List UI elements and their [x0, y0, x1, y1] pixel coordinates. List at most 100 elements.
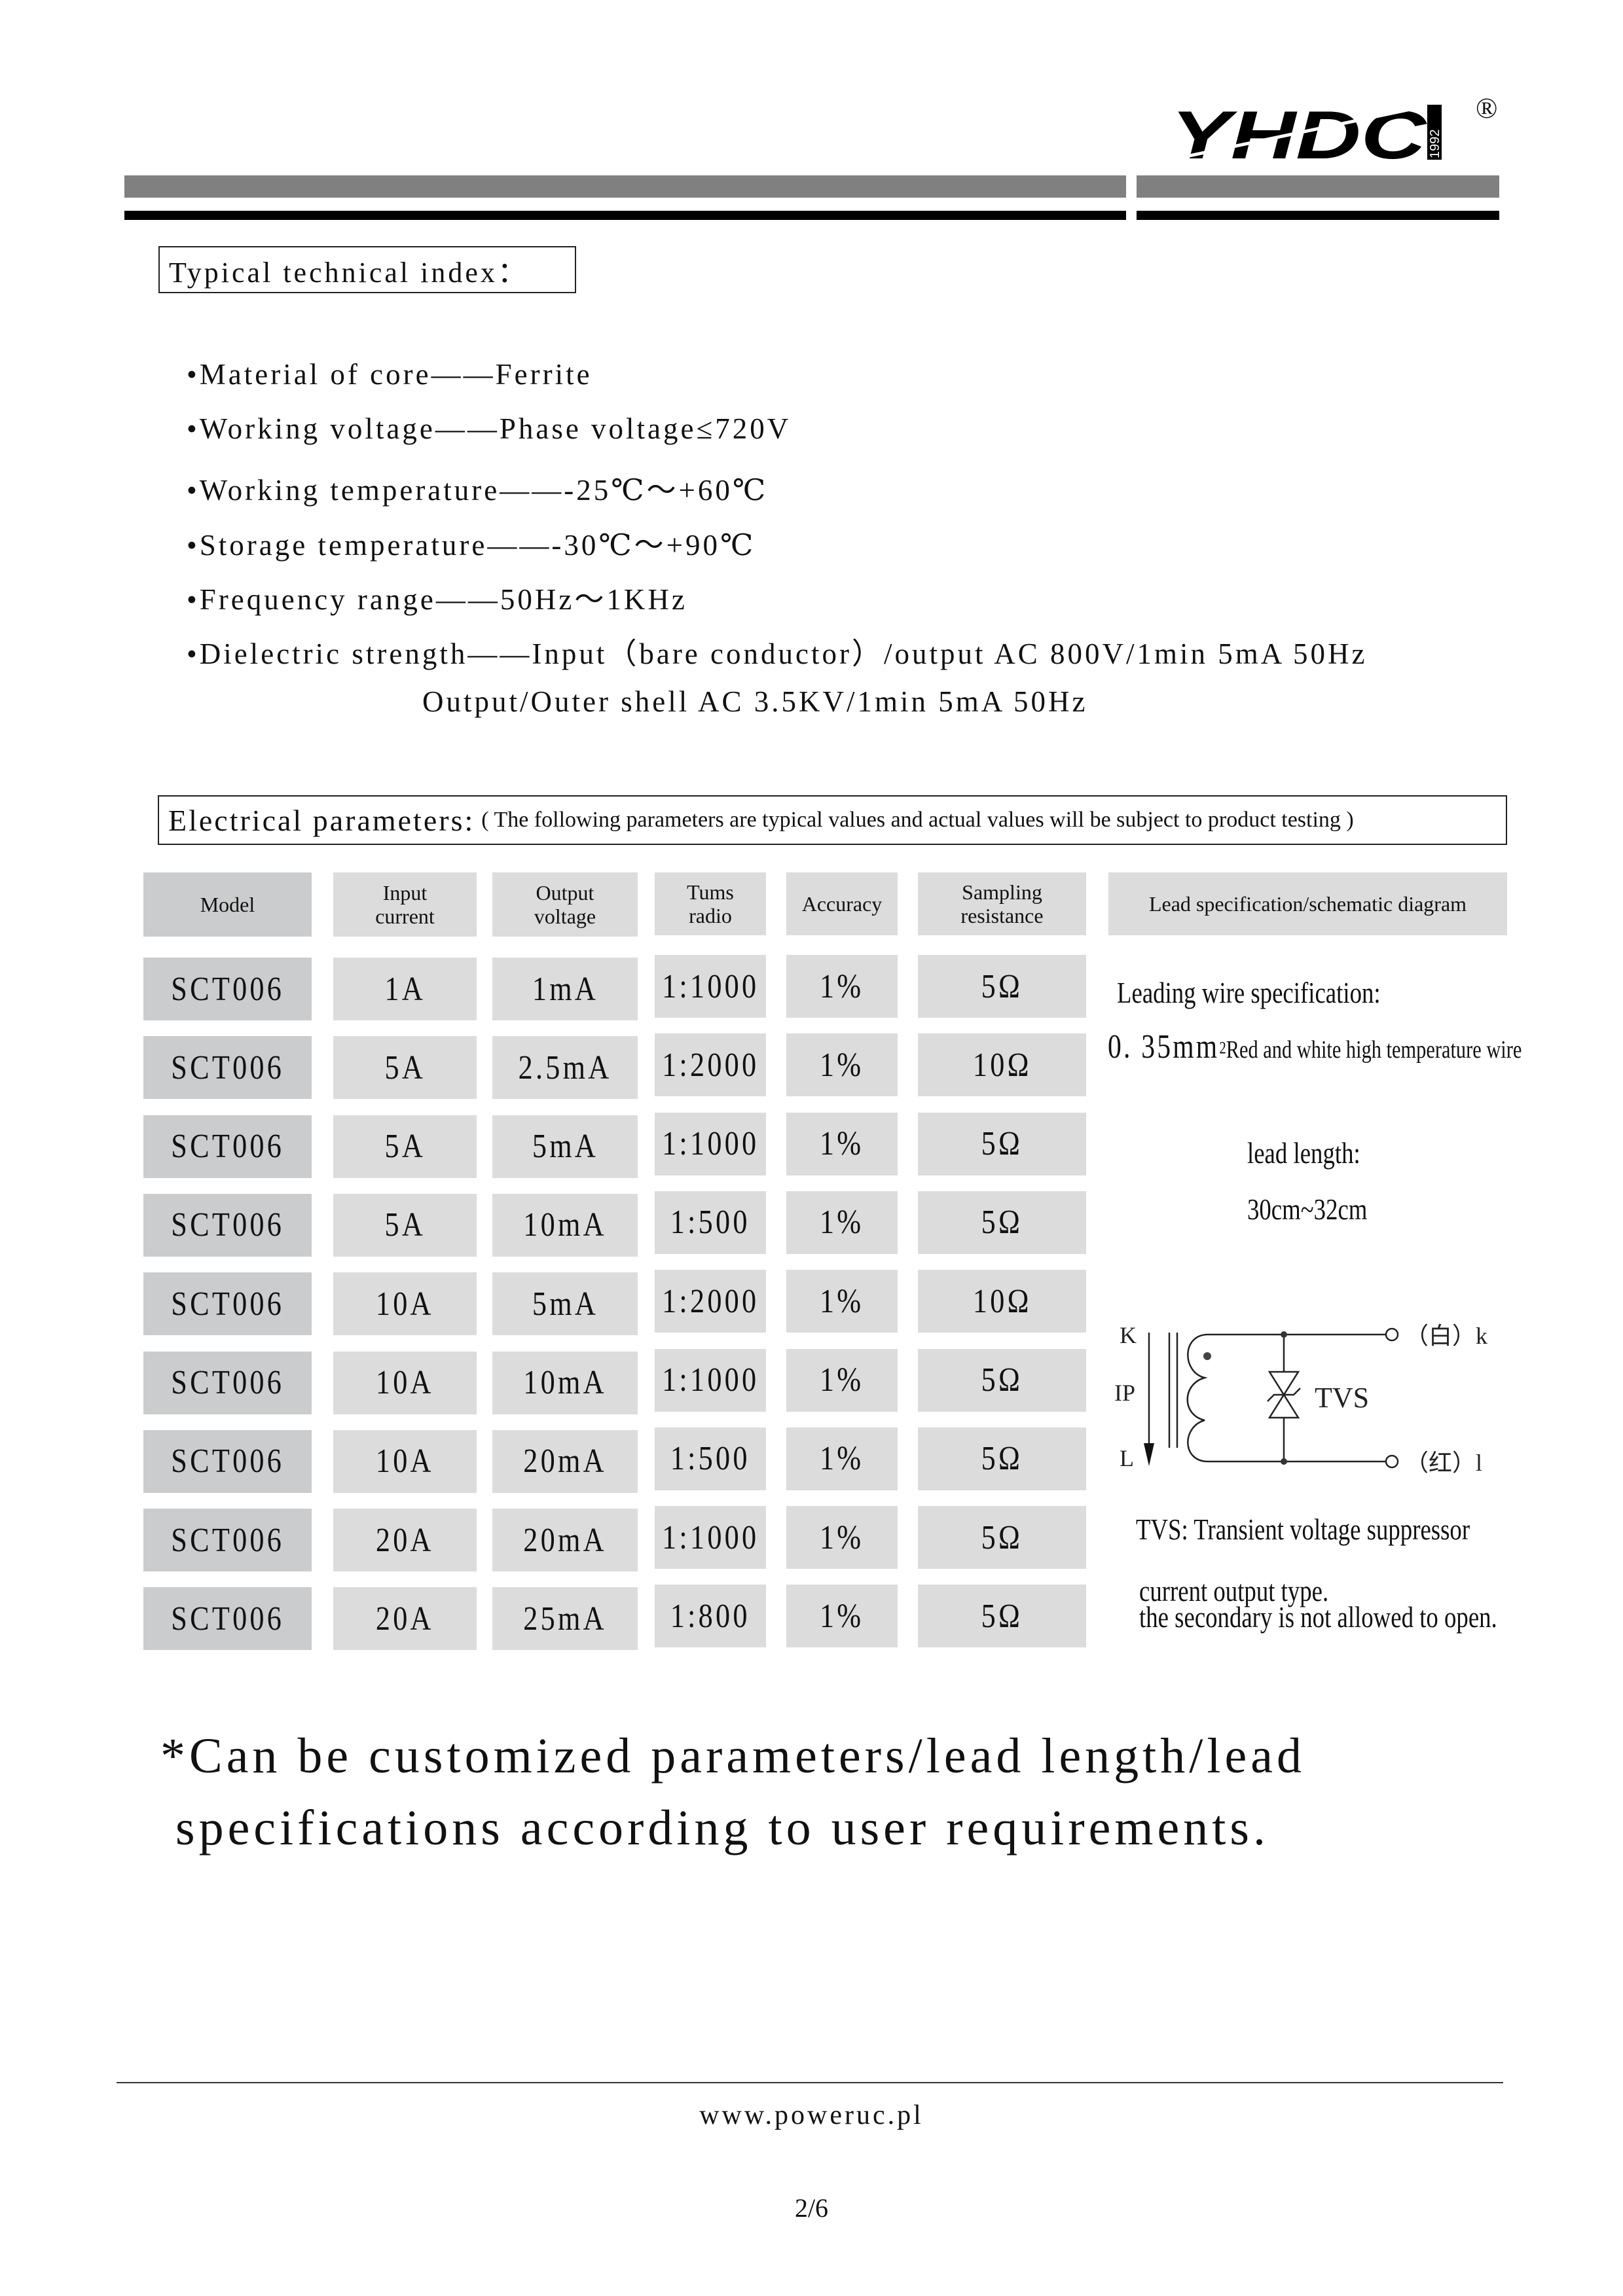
cell-accuracy-text: 1%	[820, 1518, 864, 1556]
cell-turns-ratio: 1:1000	[655, 1506, 766, 1570]
cell-output-voltage-text: 5mA	[532, 1128, 598, 1166]
cell-accuracy-text: 1%	[820, 1597, 864, 1635]
spec-frequency-range: •Frequency range——50Hz～1KHz	[187, 583, 687, 616]
header-bar-grey-right	[1137, 175, 1499, 198]
cell-turns-ratio-text: 1:1000	[661, 967, 759, 1005]
cell-model-text: SCT006	[171, 1049, 284, 1086]
cell-turns-ratio-text: 1:800	[670, 1597, 750, 1635]
header-bar-black-left	[124, 211, 1126, 220]
cell-input-current: 10A	[333, 1351, 477, 1414]
header-lead-specification: Lead specification/schematic diagram	[1108, 872, 1507, 935]
spec-core-material: •Material of core——Ferrite	[187, 358, 593, 391]
cell-sampling-resistance: 5Ω	[918, 1506, 1086, 1570]
yhdc-logo: YHDC 1992	[1170, 98, 1472, 173]
cell-sampling-resistance-text: 5Ω	[981, 967, 1023, 1005]
electrical-parameters-title: Electrical parameters: ( The following p…	[158, 795, 1507, 845]
cell-model: SCT006	[143, 1587, 312, 1651]
cell-model-text: SCT006	[171, 1206, 284, 1244]
wire-size: 0. 35mm	[1108, 1028, 1220, 1066]
cell-model: SCT006	[143, 1115, 312, 1178]
cell-sampling-resistance-text: 5Ω	[981, 1518, 1023, 1556]
cell-accuracy-text: 1%	[820, 1440, 864, 1478]
cell-turns-ratio-text: 1:2000	[661, 1282, 759, 1320]
label-l: L	[1120, 1445, 1134, 1471]
cell-output-voltage-text: 10mA	[523, 1364, 607, 1401]
cell-sampling-resistance-text: 5Ω	[981, 1125, 1023, 1163]
cell-turns-ratio-text: 1:1000	[661, 1125, 759, 1163]
terminal-k	[1385, 1327, 1399, 1342]
svg-text:YHDC: YHDC	[1171, 103, 1428, 161]
cell-input-current-text: 5A	[384, 1206, 426, 1244]
cell-accuracy-text: 1%	[820, 967, 864, 1005]
cell-model: SCT006	[143, 958, 312, 1020]
cell-turns-ratio: 1:2000	[655, 1033, 766, 1097]
polarity-dot	[1203, 1352, 1211, 1360]
cell-sampling-resistance: 10Ω	[918, 1033, 1086, 1097]
cell-accuracy: 1%	[786, 1427, 898, 1490]
cell-model-text: SCT006	[171, 1128, 284, 1166]
cell-sampling-resistance: 5Ω	[918, 1348, 1086, 1412]
cell-turns-ratio: 1:2000	[655, 1270, 766, 1333]
cell-output-voltage-text: 20mA	[523, 1443, 607, 1480]
cell-output-voltage: 20mA	[492, 1509, 638, 1572]
cell-output-voltage: 5mA	[492, 1272, 638, 1336]
cell-output-voltage: 20mA	[492, 1429, 638, 1493]
cell-accuracy: 1%	[786, 1348, 898, 1412]
header-output-voltage: Output voltage	[492, 872, 638, 937]
cell-input-current-text: 20A	[376, 1600, 434, 1638]
arrow-head-icon	[1144, 1443, 1154, 1466]
cell-turns-ratio-text: 1:2000	[661, 1046, 759, 1084]
cell-output-voltage-text: 20mA	[523, 1521, 607, 1559]
spec-storage-temperature: •Storage temperature——-30℃～+90℃	[187, 529, 756, 562]
cell-input-current: 1A	[333, 958, 477, 1020]
wire-size-superscript: 2	[1219, 1038, 1226, 1058]
technical-index-title-text: Typical technical index：	[169, 257, 529, 289]
cell-input-current-text: 10A	[376, 1364, 434, 1401]
cell-output-voltage: 2.5mA	[492, 1036, 638, 1100]
label-white-terminal: （白）k	[1405, 1323, 1487, 1349]
cell-sampling-resistance-text: 5Ω	[981, 1361, 1023, 1399]
cell-turns-ratio: 1:1000	[655, 1112, 766, 1175]
cell-model: SCT006	[143, 1429, 312, 1493]
svg-text:1992: 1992	[1428, 130, 1442, 159]
secondary-open-note: the secondary is not allowed to open.	[1139, 1600, 1497, 1634]
cell-turns-ratio: 1:1000	[655, 955, 766, 1018]
output-type-note: current output type.	[1139, 1574, 1329, 1607]
label-k: K	[1120, 1322, 1137, 1348]
header-input-current: Input current	[333, 872, 477, 937]
lead-wire-spec: 0. 35mm2Red and white high temperature w…	[1108, 1028, 1522, 1066]
footer-url[interactable]: www.poweruc.pl	[699, 2100, 924, 2130]
cell-accuracy-text: 1%	[820, 1046, 864, 1084]
cell-input-current: 20A	[333, 1587, 477, 1651]
cell-sampling-resistance-text: 5Ω	[981, 1440, 1023, 1478]
cell-accuracy-text: 1%	[820, 1361, 864, 1399]
cell-output-voltage: 10mA	[492, 1351, 638, 1414]
cell-output-voltage-text: 10mA	[523, 1206, 607, 1244]
cell-input-current-text: 5A	[384, 1128, 426, 1166]
cell-turns-ratio: 1:800	[655, 1585, 766, 1648]
lead-spec-title: Leading wire specification:	[1117, 976, 1381, 1009]
cell-accuracy: 1%	[786, 1191, 898, 1254]
schematic-diagram: K IP L TVS （白）k （红）l	[1114, 1322, 1487, 1476]
cell-model-text: SCT006	[171, 1443, 284, 1480]
cell-input-current: 20A	[333, 1509, 477, 1572]
cell-turns-ratio-text: 1:1000	[661, 1518, 759, 1556]
cell-input-current: 10A	[333, 1272, 477, 1336]
page-number: 2/6	[794, 2193, 829, 2223]
cell-sampling-resistance: 5Ω	[918, 955, 1086, 1018]
header-accuracy: Accuracy	[786, 872, 898, 935]
cell-model: SCT006	[143, 1272, 312, 1336]
customization-note-line2: specifications according to user require…	[175, 1801, 1269, 1856]
technical-index-title: Typical technical index：	[158, 246, 576, 293]
cell-accuracy-text: 1%	[820, 1125, 864, 1163]
cell-accuracy: 1%	[786, 1506, 898, 1570]
terminal-l	[1385, 1454, 1399, 1469]
cell-model: SCT006	[143, 1193, 312, 1257]
wire-description: Red and white high temperature wire	[1226, 1036, 1522, 1064]
cell-model-text: SCT006	[171, 1600, 284, 1638]
cell-model-text: SCT006	[171, 970, 284, 1008]
header-bar-black-right	[1137, 211, 1499, 220]
cell-input-current-text: 1A	[384, 970, 426, 1008]
spec-working-temperature: •Working temperature——-25℃～+60℃	[187, 474, 769, 507]
cell-output-voltage: 1mA	[492, 958, 638, 1020]
